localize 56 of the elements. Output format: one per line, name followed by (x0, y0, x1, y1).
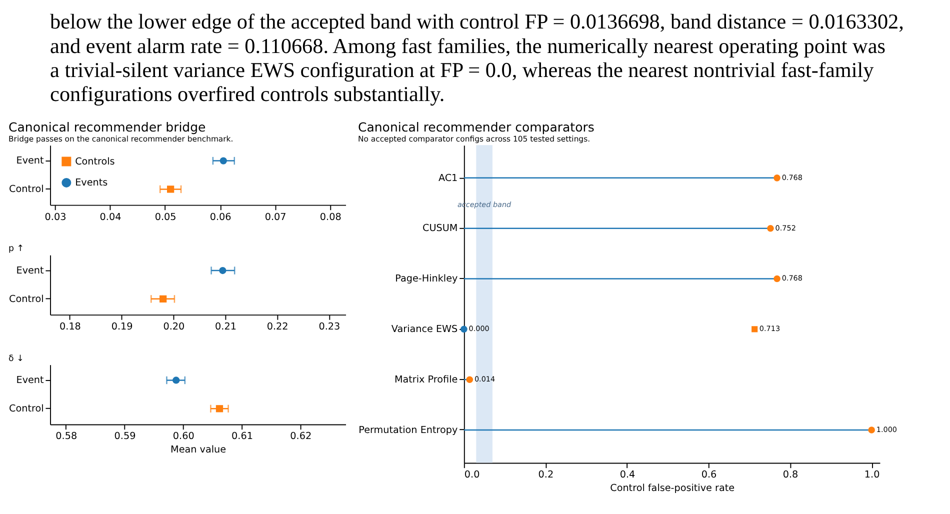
x-tick-label: 0.23 (318, 321, 340, 332)
y-tick-label: Event (16, 265, 44, 276)
y-tick-label: Control (9, 404, 44, 415)
x-tick-label: 0.03 (44, 212, 66, 223)
y-tick-label: Event (16, 375, 44, 386)
x-tick-label: 0.08 (320, 212, 342, 223)
chart-subtitle: No accepted comparator configs across 105 tested settings. (358, 134, 590, 144)
point (466, 376, 474, 383)
y-tick-label: Variance EWS (391, 324, 458, 336)
chart-title: Canonical recommender bridge (8, 120, 206, 135)
x-tick-label: 0.20 (163, 321, 185, 332)
x-tick-label: 0.19 (111, 321, 133, 332)
x-tick-label: 0.04 (100, 212, 122, 223)
point (752, 326, 758, 332)
point (774, 275, 780, 282)
point (868, 426, 875, 434)
chart-title: Canonical recommender comparators (358, 120, 594, 135)
x-tick-label: 0.4 (620, 470, 636, 481)
point (774, 174, 780, 182)
legend-label: Events (75, 178, 108, 189)
x-tick-label: 0.58 (56, 431, 78, 442)
y-tick-label: Matrix Profile (394, 374, 458, 386)
x-tick-label: 0.18 (60, 321, 81, 332)
legend-label: Controls (75, 156, 115, 168)
x-tick-label: 0.0 (464, 470, 480, 481)
y-tick-label: Page-Hinkley (395, 274, 458, 285)
point (460, 326, 468, 333)
text: configurations overfired controls substantially. (50, 82, 445, 106)
y-tick-label: Control (9, 184, 44, 196)
point (767, 224, 774, 232)
x-tick-label: 0.61 (232, 431, 253, 442)
y-tick-label: Permutation Entropy (358, 424, 458, 436)
chart-subtitle: Bridge passes on the canonical recommender benchmark. (8, 134, 234, 144)
x-axis-title: Mean value (170, 444, 226, 456)
x-tick-label: 0.2 (538, 470, 554, 481)
y-tick-label: CUSUM (422, 223, 458, 234)
x-tick-label: 0.05 (154, 212, 176, 223)
y-tick-label: Event (16, 156, 44, 167)
chart-title: p ↑ (8, 244, 24, 254)
x-tick-label: 0.62 (290, 431, 312, 442)
y-tick-label: Control (9, 294, 44, 305)
x-tick-label: 0.60 (172, 431, 194, 442)
x-tick-label: 0.59 (114, 431, 136, 442)
x-tick-label: 0.22 (266, 321, 288, 332)
x-tick-label: 1.0 (864, 470, 880, 481)
x-tick-label: 0.21 (215, 321, 236, 332)
y-tick-label: AC1 (438, 172, 458, 184)
text: and event alarm rate = 0.110668. Among fast families, the numerically nearest operating point was (50, 34, 886, 58)
chart-title: δ ↓ (8, 354, 24, 364)
x-tick-label: 0.06 (210, 212, 232, 223)
x-tick-label: 0.6 (701, 470, 717, 481)
x-tick-label: 0.07 (264, 212, 286, 223)
x-tick-label: 0.8 (782, 470, 798, 481)
x-axis-title: Control false-positive rate (610, 483, 735, 494)
text: a trivial-silent variance EWS configuration at FP = 0.0, whereas the nearest nontrivial fast-family (50, 58, 874, 82)
text: below the lower edge of the accepted band with control FP = 0.0136698, band distance = 0.0163302, (50, 10, 904, 34)
